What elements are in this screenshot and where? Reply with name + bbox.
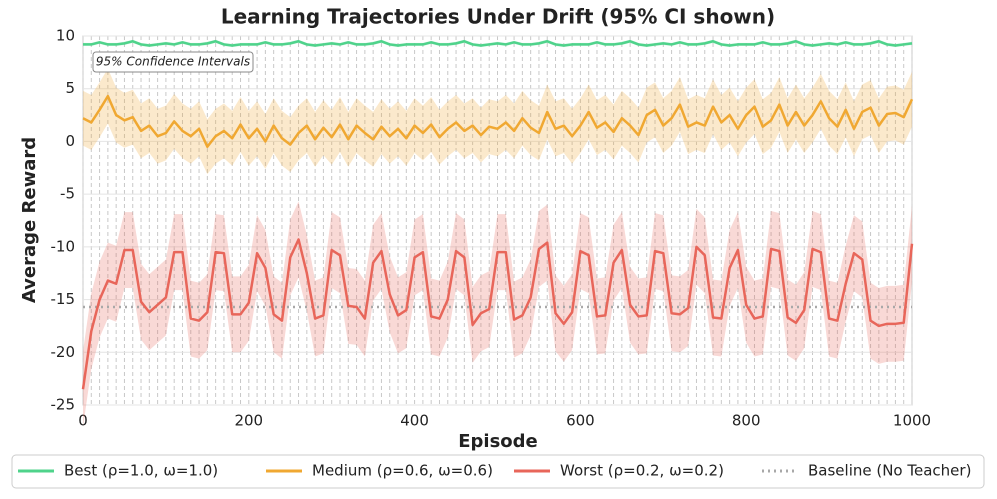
- legend-label: Medium (ρ=0.6, ω=0.6): [312, 462, 493, 480]
- x-tick-label: 1000: [893, 412, 931, 430]
- series-line: [81, 238, 914, 390]
- legend-label: Baseline (No Teacher): [808, 462, 971, 480]
- y-axis-label: Average Reward: [19, 137, 40, 303]
- annotation-box: [92, 51, 254, 73]
- legend-label: Worst (ρ=0.2, ω=0.2): [560, 462, 724, 480]
- legend-box: [11, 454, 985, 489]
- y-tick-label: -5: [60, 185, 75, 203]
- x-axis-label: Episode: [458, 431, 538, 452]
- x-tick-label: 0: [78, 412, 88, 430]
- y-tick-label: 0: [65, 132, 75, 150]
- y-tick-label: -10: [51, 237, 76, 255]
- annotation: 95% Confidence Intervals: [96, 55, 250, 69]
- x-tick-label: 800: [732, 412, 761, 430]
- y-tick-label: -15: [51, 290, 76, 308]
- ci-band: [83, 68, 912, 175]
- series-line: [82, 94, 914, 148]
- y-tick-label: -25: [51, 396, 76, 414]
- x-tick-label: 600: [566, 412, 595, 430]
- y-tick-label: -20: [51, 343, 76, 361]
- chart-title: Learning Trajectories Under Drift (95% C…: [221, 5, 775, 29]
- y-tick-label: 5: [65, 79, 75, 97]
- x-tick-label: 200: [234, 412, 263, 430]
- y-tick-label: 10: [56, 27, 75, 45]
- x-tick-label: 400: [400, 412, 429, 430]
- series-line: [83, 40, 913, 47]
- legend-label: Best (ρ=1.0, ω=1.0): [64, 462, 218, 480]
